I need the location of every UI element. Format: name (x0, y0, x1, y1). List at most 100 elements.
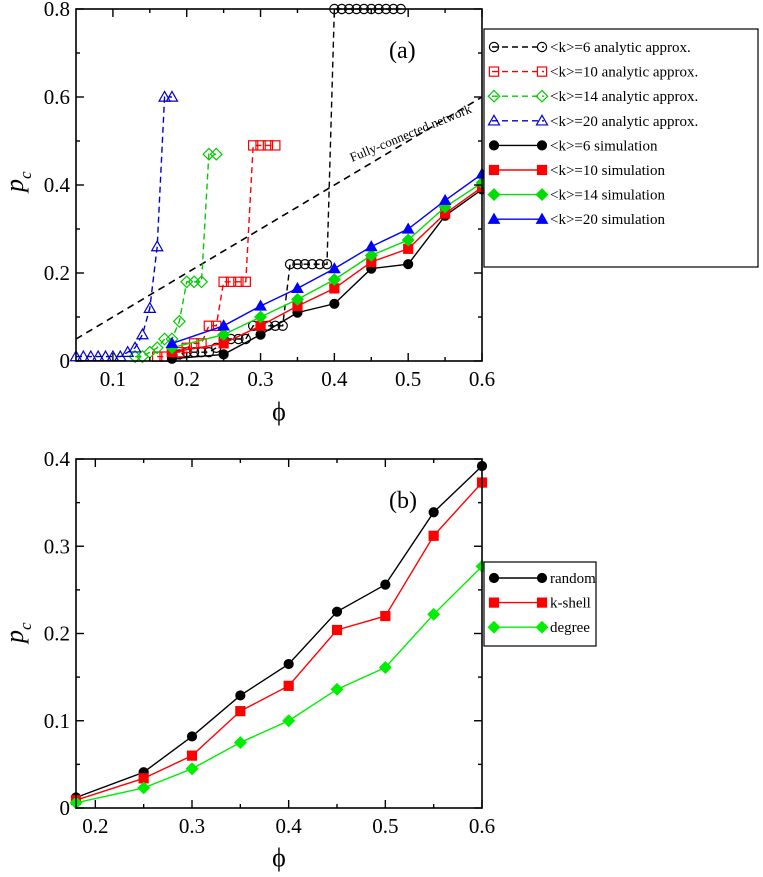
panel-a-point-k6-analytic-approx-17 (292, 259, 303, 270)
panel-a-legend-marker-left (487, 89, 501, 103)
panel-a-point-k14-simulation-4 (327, 273, 341, 287)
panel-a-point-k10-analytic-approx-15 (262, 140, 274, 151)
panel-a-point-k6-analytic-approx-20 (314, 259, 325, 270)
panel-a-x-tick-label: 0.3 (247, 367, 273, 391)
panel-a-legend-label: <k>=6 analytic approx. (550, 40, 691, 56)
panel-b-point-k-shell-2 (186, 750, 198, 761)
panel-b-y-axis-title: p c (0, 622, 35, 645)
panel-b-legend-marker-left (487, 620, 501, 634)
panel-a-point-k10-analytic-approx-12 (240, 276, 251, 288)
panel-b-point-degree-5 (330, 682, 344, 696)
panel-a-point-k6-analytic-approx-14 (270, 320, 281, 331)
panel-a-point-k10-analytic-approx-11 (233, 276, 244, 288)
panel-a-point-k6-analytic-approx-21 (321, 259, 333, 270)
panel-a-series-k6-analytic-approx (166, 3, 406, 362)
panel-b-x-tick-label: 0.4 (276, 814, 303, 838)
panel-b-legend-marker-right (536, 572, 548, 584)
panel-a-point-k20-simulation-4 (327, 262, 341, 274)
panel-a-x-tick-label: 0.5 (395, 367, 421, 391)
panel-a-legend: <k>=6 analytic approx. <k>=10 analytic ap… (483, 28, 759, 268)
panel-b-y-axis-title-main: p (0, 630, 29, 645)
panel-b-legend-entry-k-shell: k-shell (488, 596, 591, 612)
panel-b-chart: 0.2 0.3 0.4 0.5 0.6 0 0.1 0.2 0.3 0.4 (b) ϕ p c r… (0, 447, 597, 872)
panel-b-series-k-shell (70, 477, 488, 806)
panel-a-point-k14-simulation-1 (217, 328, 231, 342)
panel-b-y-tick-label: 0.1 (44, 709, 70, 733)
panel-a-reference-line (75, 96, 483, 340)
panel-b-point-random-2 (186, 731, 198, 742)
panel-a-legend-marker-left (487, 212, 501, 224)
panel-a-point-k6-analytic-approx-18 (299, 259, 311, 270)
panel-a-legend-marker-left (488, 41, 500, 53)
panel-a-series-layer (69, 3, 489, 364)
panel-b-y-tick-label: 0.2 (44, 622, 70, 646)
panel-a-y-tick-label: 0.4 (44, 173, 71, 197)
panel-a-y-tick-label: 0 (60, 349, 71, 373)
panel-a-point-k20-analytic-approx-12 (158, 90, 172, 102)
panel-a-legend-entry-k20-simulation: <k>=20 simulation (487, 212, 665, 228)
panel-a-x-tick-label: 0.2 (174, 367, 200, 391)
panel-b-legend-label: k-shell (550, 596, 591, 612)
panel-a-point-k14-simulation-5 (364, 248, 378, 262)
panel-b-legend-label: random (550, 571, 596, 587)
panel-a-point-k6-simulation-6 (403, 259, 414, 270)
panel-a-point-k14-simulation-3 (290, 292, 304, 306)
panel-a-series-line-k20-simulation (171, 173, 483, 345)
panel-a-point-k10-analytic-approx-13 (247, 140, 259, 151)
panel-a-y-axis-title: p c (0, 171, 35, 194)
panel-a-legend-marker-left (488, 140, 500, 151)
panel-a-y-tick-label: 0.8 (44, 0, 70, 21)
panel-a-point-k10-analytic-approx-14 (255, 140, 266, 151)
panel-a-legend-marker-right (536, 66, 548, 77)
panel-a-legend-label: <k>=20 analytic approx. (550, 114, 698, 130)
panel-b-point-degree-3 (233, 736, 247, 750)
panel-b-legend-marker-left (488, 597, 500, 608)
panel-b-point-random-5 (331, 606, 343, 617)
panel-a-legend-marker-left (487, 114, 501, 126)
panel-a-legend-box (483, 28, 759, 268)
panel-a-point-k20-analytic-approx-13 (165, 90, 179, 102)
panel-a-legend-label: <k>=10 analytic approx. (550, 65, 698, 81)
panel-a-series-k14-simulation (165, 176, 489, 355)
panel-b-point-degree-2 (185, 762, 199, 776)
panel-b-legend-marker-right (536, 597, 548, 608)
panel-b-point-degree-7 (427, 607, 441, 621)
panel-a-series-k10-simulation (166, 182, 488, 358)
panel-b-series-line-degree (75, 565, 483, 804)
panel-b-point-random-4 (283, 658, 294, 670)
panel-a-point-k20-simulation-3 (291, 281, 304, 294)
panel-a-point-k10-analytic-approx-16 (270, 140, 281, 151)
panel-a-series-line-k6-analytic-approx (171, 8, 401, 358)
panel-b-series-layer (69, 460, 489, 810)
panel-a-point-k20-analytic-approx-8 (128, 341, 142, 353)
panel-b-series-random (70, 460, 488, 803)
panel-a-legend-entry-k10-analytic-approx: <k>=10 analytic approx. (488, 65, 698, 81)
panel-a-point-k10-analytic-approx-6 (196, 338, 207, 349)
panel-a-point-k6-analytic-approx-16 (284, 259, 296, 270)
panel-a-point-k6-simulation-4 (329, 298, 340, 309)
panel-a-point-k6-simulation-2 (255, 329, 266, 340)
panel-a-legend-marker-right (535, 114, 549, 126)
panel-a-point-k14-simulation-6 (401, 233, 415, 247)
panel-a-series-line-k20-analytic-approx (76, 96, 172, 358)
panel-b-x-tick-label: 0.5 (372, 814, 398, 838)
panel-b-series-line-random (75, 465, 483, 799)
panel-a-x-tick-label: 0.1 (100, 367, 126, 391)
panel-a-x-tick-label: 0.6 (469, 367, 495, 391)
panel-b-series-degree (69, 559, 489, 810)
panel-a-point-k14-analytic-approx-9 (194, 275, 209, 289)
panel-b-label: (b) (389, 488, 417, 514)
panel-a-legend-label: <k>=10 simulation (550, 163, 665, 179)
panel-b-legend-entry-random: random (488, 571, 596, 587)
panel-a-legend-entry-k6-analytic-approx: <k>=6 analytic approx. (488, 40, 691, 56)
panel-a-legend-label: <k>=20 simulation (550, 212, 665, 228)
panel-a-legend-marker-left (488, 164, 500, 176)
panel-b-point-random-3 (235, 690, 246, 701)
panel-b-plot-frame (75, 458, 483, 809)
panel-a-legend-marker-left (487, 188, 501, 202)
panel-a-legend-marker-right (535, 89, 549, 103)
panel-a-legend-entry-k20-analytic-approx: <k>=20 analytic approx. (487, 114, 698, 130)
panel-a-point-k14-simulation-2 (254, 310, 268, 324)
panel-a-legend-label: <k>=14 analytic approx. (550, 89, 698, 105)
panel-b-point-k-shell-4 (283, 680, 294, 691)
